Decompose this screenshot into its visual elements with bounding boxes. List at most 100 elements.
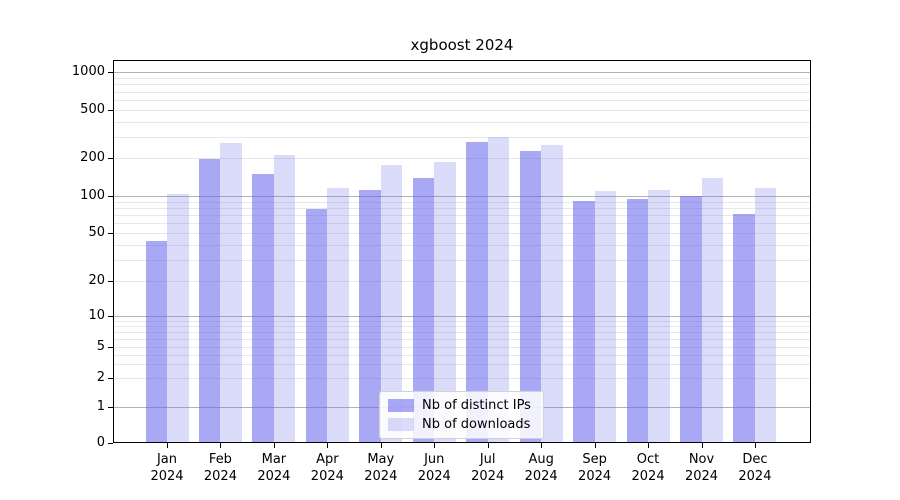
legend-label-downloads: Nb of downloads bbox=[422, 417, 531, 432]
y-tick-label: 50 bbox=[88, 225, 105, 240]
bar-downloads bbox=[594, 190, 617, 442]
x-tick-month: Apr bbox=[316, 452, 339, 467]
x-tick-mark bbox=[648, 443, 650, 448]
minor-gridline bbox=[114, 201, 810, 203]
x-tick-month: Nov bbox=[688, 452, 715, 467]
x-tick-month: Aug bbox=[528, 452, 554, 467]
x-tick-month: Mar bbox=[261, 452, 287, 467]
minor-gridline bbox=[114, 91, 810, 93]
bar-downloads bbox=[487, 136, 510, 442]
minor-gridline bbox=[114, 223, 810, 225]
minor-gridline bbox=[114, 259, 810, 261]
bar-distinct-ips bbox=[626, 199, 649, 442]
minor-gridline bbox=[114, 121, 810, 123]
y-tick-label: 200 bbox=[80, 150, 105, 165]
x-tick-mark bbox=[594, 443, 596, 448]
y-tick-label: 100 bbox=[80, 188, 105, 203]
bar-downloads bbox=[167, 193, 189, 442]
minor-gridline bbox=[114, 233, 810, 234]
x-tick-mark bbox=[487, 443, 489, 448]
y-tick-mark bbox=[108, 158, 113, 159]
x-tick-label: May 2024 bbox=[351, 451, 411, 485]
x-tick-label: Jun 2024 bbox=[404, 451, 464, 485]
y-tick-mark bbox=[108, 347, 113, 348]
plot-area bbox=[113, 60, 811, 443]
legend-label-distinct-ips: Nb of distinct IPs bbox=[422, 398, 531, 413]
bar-distinct-ips bbox=[359, 189, 381, 442]
legend-item-downloads: Nb of downloads bbox=[388, 417, 531, 432]
minor-gridline bbox=[114, 281, 810, 282]
y-tick-mark bbox=[108, 281, 113, 282]
x-tick-year: 2024 bbox=[417, 469, 451, 484]
minor-gridline bbox=[114, 207, 810, 209]
bar-distinct-ips bbox=[519, 150, 542, 442]
major-gridline bbox=[114, 316, 810, 317]
y-tick-mark bbox=[108, 72, 113, 73]
minor-gridline bbox=[114, 354, 810, 356]
x-tick-year: 2024 bbox=[203, 469, 237, 484]
bar-distinct-ips bbox=[305, 209, 328, 442]
x-tick-year: 2024 bbox=[524, 469, 558, 484]
y-tick-label: 0 bbox=[96, 435, 105, 450]
minor-gridline bbox=[114, 331, 810, 333]
x-tick-year: 2024 bbox=[150, 469, 184, 484]
x-tick-month: Oct bbox=[636, 452, 660, 467]
bar-distinct-ips bbox=[412, 177, 435, 442]
minor-gridline bbox=[114, 378, 810, 379]
minor-gridline bbox=[114, 338, 810, 340]
y-tick-label: 20 bbox=[88, 273, 105, 288]
legend: Nb of distinct IPs Nb of downloads bbox=[379, 391, 544, 439]
x-tick-label: Jul 2024 bbox=[458, 451, 518, 485]
x-tick-month: Sep bbox=[582, 452, 607, 467]
minor-gridline bbox=[114, 347, 810, 348]
x-tick-label: Mar 2024 bbox=[244, 451, 304, 485]
x-tick-year: 2024 bbox=[364, 469, 398, 484]
legend-swatch-downloads-icon bbox=[388, 418, 414, 431]
x-tick-mark bbox=[167, 443, 168, 448]
x-tick-label: Sep 2024 bbox=[565, 451, 625, 485]
x-tick-year: 2024 bbox=[310, 469, 344, 484]
x-tick-month: Feb bbox=[208, 452, 232, 467]
x-tick-month: Jun bbox=[424, 452, 445, 467]
y-tick-label: 1 bbox=[96, 399, 105, 414]
x-tick-mark bbox=[754, 443, 756, 448]
x-tick-mark bbox=[541, 443, 543, 448]
minor-gridline bbox=[114, 100, 810, 101]
y-tick-mark bbox=[108, 196, 113, 197]
minor-gridline bbox=[114, 77, 810, 79]
y-tick-mark bbox=[108, 110, 113, 111]
bar-downloads bbox=[648, 189, 670, 442]
minor-gridline bbox=[114, 158, 810, 159]
bar-distinct-ips bbox=[680, 196, 702, 442]
y-tick-label: 500 bbox=[80, 102, 105, 117]
minor-gridline bbox=[114, 215, 810, 217]
x-tick-label: Dec 2024 bbox=[725, 451, 785, 485]
bar-downloads bbox=[754, 188, 777, 442]
bar-distinct-ips bbox=[198, 159, 221, 442]
y-tick-mark bbox=[108, 378, 113, 379]
y-tick-mark bbox=[108, 443, 113, 444]
x-tick-label: Nov 2024 bbox=[672, 451, 732, 485]
bar-distinct-ips bbox=[466, 142, 488, 442]
minor-gridline bbox=[114, 320, 810, 322]
x-tick-month: Dec bbox=[742, 452, 768, 467]
minor-gridline bbox=[114, 110, 810, 111]
x-tick-mark bbox=[701, 443, 703, 448]
x-tick-mark bbox=[380, 443, 382, 448]
x-tick-label: Feb 2024 bbox=[190, 451, 250, 485]
x-tick-label: Apr 2024 bbox=[297, 451, 357, 485]
bar-downloads bbox=[701, 177, 723, 442]
bar-distinct-ips bbox=[733, 214, 755, 442]
bar-downloads bbox=[273, 155, 296, 442]
bar-distinct-ips bbox=[573, 201, 595, 442]
x-tick-year: 2024 bbox=[257, 469, 291, 484]
major-gridline bbox=[114, 72, 810, 73]
legend-swatch-distinct-ips-icon bbox=[388, 399, 414, 412]
y-tick-label: 10 bbox=[88, 308, 105, 323]
x-tick-label: Aug 2024 bbox=[511, 451, 571, 485]
x-tick-month: Jul bbox=[479, 452, 496, 467]
x-tick-month: Jan bbox=[156, 452, 178, 467]
x-tick-month: May bbox=[367, 452, 395, 467]
x-tick-mark bbox=[434, 443, 436, 448]
